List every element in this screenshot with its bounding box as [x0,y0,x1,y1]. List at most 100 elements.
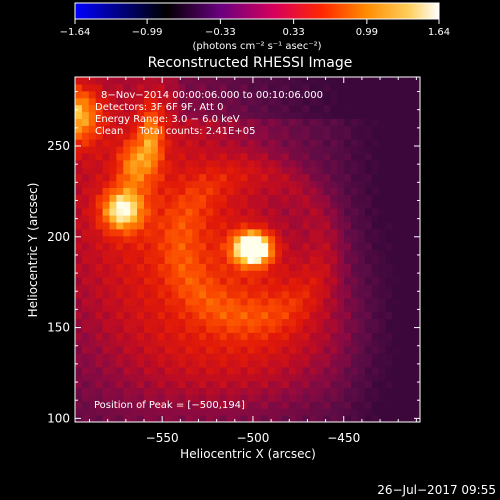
heatmap-cell [226,77,235,85]
heatmap-cell [357,373,366,382]
heatmap-cell [392,249,400,257]
heatmap-cell [254,401,262,409]
heatmap-cell [282,270,290,278]
heatmap-cell [323,318,331,326]
heatmap-cell [406,332,414,340]
heatmap-cell [295,173,304,182]
heatmap-cell [406,152,414,161]
heatmap-cell [185,373,193,382]
heatmap-cell [371,415,380,422]
heatmap-cell [219,256,228,264]
heatmap-cell [247,263,255,271]
heatmap-cell [420,408,428,416]
heatmap-cell [302,401,311,409]
heatmap-cell [385,270,393,278]
heatmap-cell [420,105,428,113]
heatmap-cell [171,77,180,85]
heatmap-cell [282,125,290,133]
heatmap-cell [75,339,83,347]
heatmap-cell [420,284,428,292]
heatmap-cell [226,83,235,92]
heatmap-cell [185,173,193,182]
heatmap-cell [378,146,387,154]
heatmap-cell [144,415,152,422]
heatmap-cell [420,243,428,251]
heatmap-cell [185,104,193,113]
heatmap-cell [392,394,400,402]
heatmap-cell [206,297,214,306]
heatmap-cell [164,242,173,251]
heatmap-cell [295,228,304,237]
heatmap-cell [261,173,269,182]
heatmap-cell [109,83,117,92]
heatmap-cell [330,90,338,99]
heatmap-cell [378,297,387,306]
heatmap-cell [199,284,207,292]
heatmap-cell [81,256,90,264]
heatmap-cell [164,77,173,85]
heatmap-cell [247,290,255,299]
heatmap-cell [261,366,269,375]
heatmap-cell [268,353,276,361]
heatmap-cell [102,201,111,209]
heatmap-cell [261,380,269,389]
heatmap-cell [178,180,186,188]
heatmap-cell [357,125,366,133]
heatmap-cell [226,97,235,106]
heatmap-cell [226,387,235,395]
heatmap-cell [171,201,180,209]
heatmap-cell [413,332,420,340]
heatmap-cell [192,215,200,223]
heatmap-cell [213,173,221,182]
heatmap-cell [357,83,366,92]
heatmap-cell [123,132,131,140]
heatmap-cell [206,111,214,119]
heatmap-cell [254,166,262,175]
heatmap-cell [337,146,345,154]
heatmap-cell [102,125,111,133]
heatmap-cell [254,90,262,99]
heatmap-cell [261,159,269,168]
heatmap-cell [75,77,83,85]
heatmap-cell [371,77,380,85]
heatmap-cell [357,380,366,389]
heatmap-cell [351,277,359,285]
heatmap-cell [247,256,255,264]
heatmap-cell [137,139,145,147]
heatmap-cell [219,208,228,216]
heatmap-cell [364,353,373,361]
heatmap-cell [399,118,407,126]
heatmap-cell [288,325,297,333]
heatmap-cell [385,208,393,216]
heatmap-cell [185,290,193,299]
heatmap-cell [275,77,283,85]
heatmap-cell [261,297,269,306]
heatmap-cell [240,339,249,347]
heatmap-cell [420,236,428,244]
heatmap-cell [178,201,186,209]
heatmap-cell [268,159,276,168]
heatmap-cell [247,339,255,347]
heatmap-cell [323,284,331,292]
heatmap-cell [351,152,359,161]
heatmap-cell [88,373,97,382]
heatmap-cell [371,83,380,92]
heatmap-cell [364,152,373,161]
heatmap-cell [157,83,166,92]
heatmap-cell [385,83,393,92]
heatmap-cell [164,187,173,195]
heatmap-cell [254,359,262,368]
heatmap-cell [171,394,180,402]
heatmap-cell [288,132,297,140]
heatmap-cell [261,146,269,154]
heatmap-cell [330,201,338,209]
heatmap-cell [75,187,83,195]
heatmap-cell [351,180,359,188]
heatmap-cell [420,77,428,85]
heatmap-cell [123,277,131,285]
heatmap-cell [399,332,407,340]
heatmap-cell [81,90,90,99]
heatmap-cell [288,387,297,395]
heatmap-cell [199,263,207,271]
heatmap-cell [150,256,159,264]
